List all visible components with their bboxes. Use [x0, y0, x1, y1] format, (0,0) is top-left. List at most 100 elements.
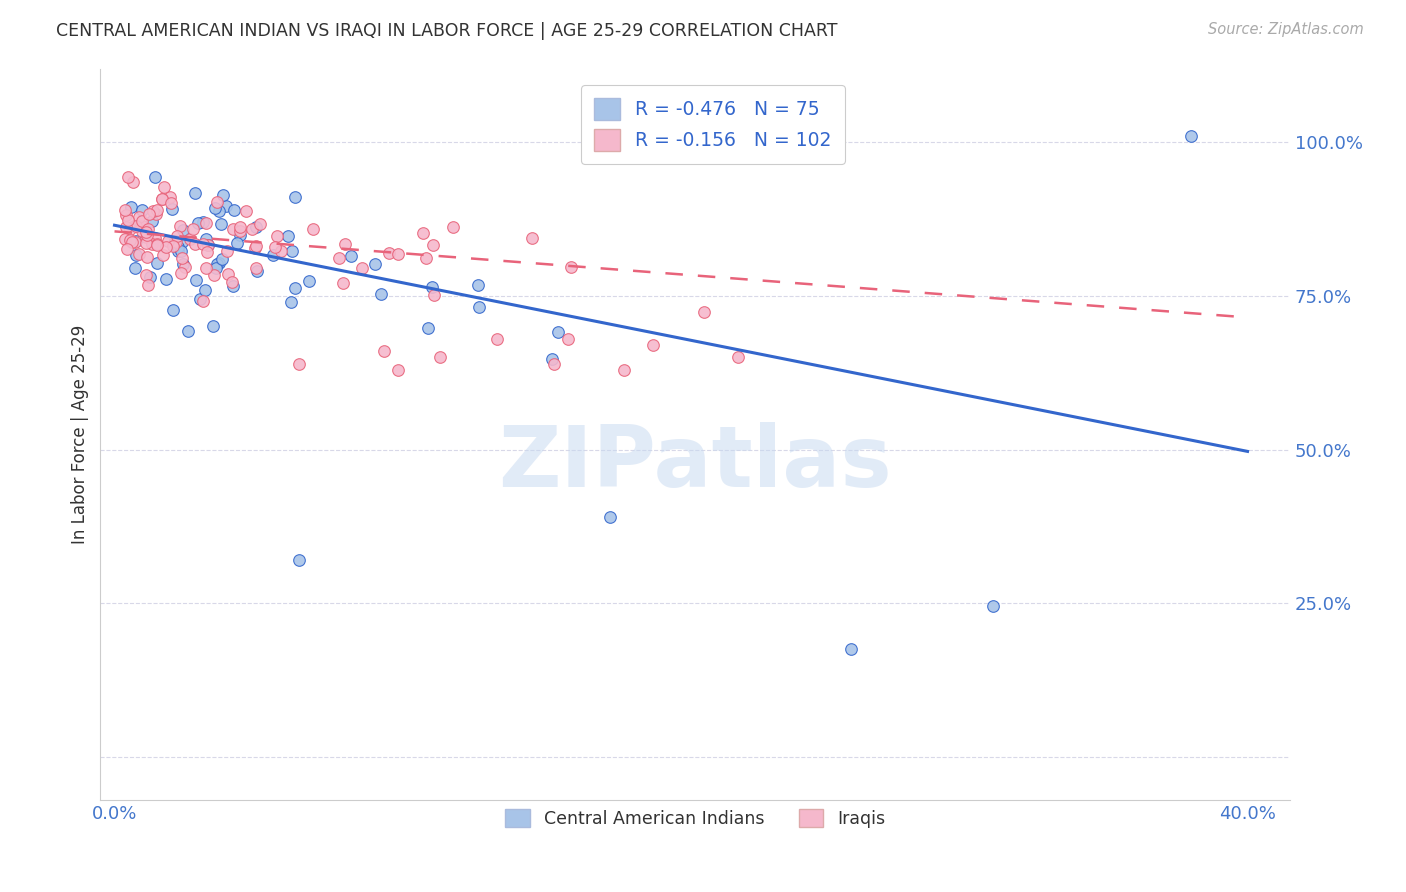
- Point: [125, 248, 148, 262]
- Point: [115, 208, 138, 222]
- Point: [114, 232, 136, 246]
- Point: [243, 241, 266, 255]
- Point: [135, 230, 157, 244]
- Point: [150, 192, 173, 206]
- Point: [245, 260, 267, 275]
- Point: [373, 344, 395, 359]
- Point: [202, 268, 225, 283]
- Point: [209, 217, 232, 231]
- Point: [263, 240, 285, 254]
- Point: [165, 234, 187, 248]
- Text: ZIPatlas: ZIPatlas: [498, 422, 891, 505]
- Point: [136, 221, 159, 235]
- Point: [981, 599, 1004, 614]
- Point: [145, 237, 167, 252]
- Point: [124, 261, 146, 276]
- Point: [139, 270, 162, 285]
- Point: [122, 175, 145, 189]
- Point: [441, 219, 464, 234]
- Point: [205, 257, 228, 271]
- Point: [692, 305, 714, 319]
- Point: [839, 642, 862, 657]
- Point: [208, 203, 231, 218]
- Point: [138, 207, 160, 221]
- Point: [115, 242, 138, 256]
- Point: [613, 362, 636, 376]
- Point: [204, 201, 226, 215]
- Point: [122, 219, 145, 233]
- Point: [240, 222, 263, 236]
- Point: [485, 332, 508, 346]
- Point: [194, 283, 217, 297]
- Point: [245, 219, 267, 234]
- Point: [415, 252, 437, 266]
- Point: [191, 236, 214, 251]
- Point: [560, 260, 582, 274]
- Point: [184, 186, 207, 200]
- Point: [221, 276, 243, 290]
- Point: [284, 280, 307, 294]
- Point: [270, 244, 292, 258]
- Point: [201, 318, 224, 333]
- Point: [155, 272, 177, 286]
- Point: [599, 510, 621, 524]
- Point: [217, 267, 239, 281]
- Point: [172, 257, 194, 271]
- Point: [152, 248, 174, 262]
- Point: [370, 287, 392, 301]
- Point: [159, 190, 181, 204]
- Point: [117, 213, 139, 227]
- Point: [166, 228, 188, 243]
- Point: [145, 237, 167, 252]
- Point: [543, 357, 565, 371]
- Point: [197, 238, 219, 252]
- Point: [136, 278, 159, 293]
- Point: [211, 252, 233, 266]
- Point: [557, 332, 579, 346]
- Point: [641, 338, 664, 352]
- Point: [287, 553, 309, 567]
- Point: [135, 268, 157, 283]
- Point: [245, 239, 267, 253]
- Point: [364, 257, 387, 271]
- Point: [143, 169, 166, 184]
- Point: [280, 294, 302, 309]
- Point: [287, 357, 309, 371]
- Text: CENTRAL AMERICAN INDIAN VS IRAQI IN LABOR FORCE | AGE 25-29 CORRELATION CHART: CENTRAL AMERICAN INDIAN VS IRAQI IN LABO…: [56, 22, 838, 40]
- Point: [129, 220, 152, 235]
- Point: [124, 235, 146, 249]
- Point: [246, 264, 269, 278]
- Point: [125, 219, 148, 233]
- Point: [131, 214, 153, 228]
- Point: [197, 237, 219, 252]
- Point: [195, 216, 218, 230]
- Point: [350, 261, 373, 276]
- Point: [118, 233, 141, 247]
- Point: [249, 217, 271, 231]
- Point: [169, 219, 191, 234]
- Point: [328, 252, 350, 266]
- Point: [146, 256, 169, 270]
- Point: [277, 229, 299, 244]
- Point: [120, 200, 142, 214]
- Point: [205, 261, 228, 276]
- Point: [468, 300, 491, 314]
- Point: [340, 249, 363, 263]
- Point: [172, 223, 194, 237]
- Point: [215, 244, 238, 258]
- Point: [135, 225, 157, 239]
- Point: [169, 244, 191, 258]
- Point: [141, 203, 163, 218]
- Point: [121, 235, 143, 249]
- Point: [195, 245, 218, 260]
- Point: [141, 213, 163, 227]
- Point: [155, 240, 177, 254]
- Point: [145, 202, 167, 217]
- Point: [125, 234, 148, 248]
- Point: [117, 170, 139, 185]
- Point: [170, 251, 193, 265]
- Point: [412, 226, 434, 240]
- Point: [191, 294, 214, 309]
- Point: [229, 227, 252, 242]
- Point: [131, 219, 153, 233]
